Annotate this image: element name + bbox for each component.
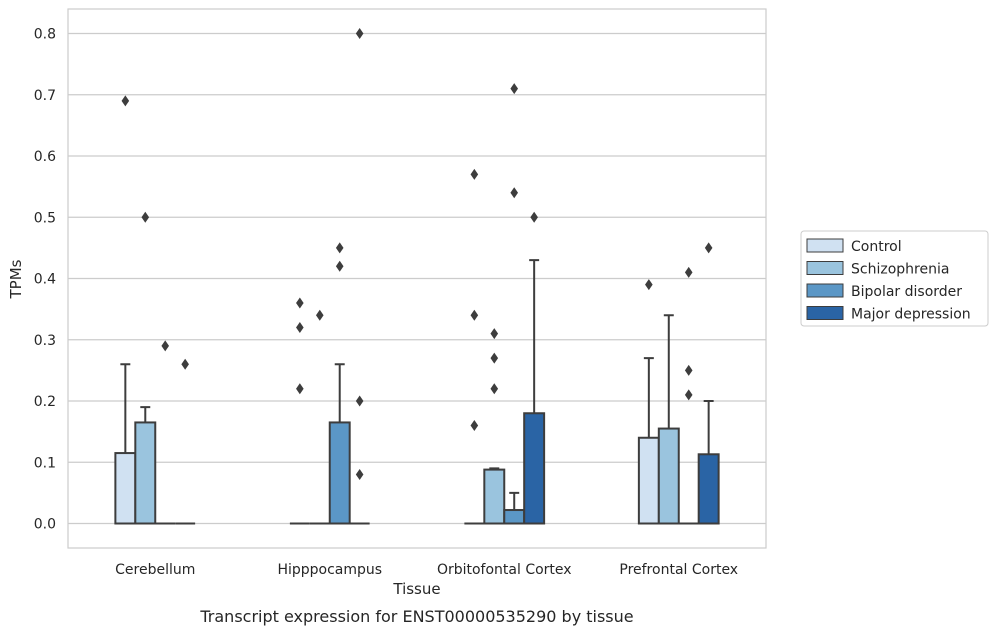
y-tick-label: 0.5 xyxy=(34,210,56,226)
outlier-point xyxy=(530,211,538,223)
y-tick-labels: 0.0 0.1 0.2 0.3 0.4 0.5 0.6 0.7 0.8 xyxy=(34,27,56,533)
x-tick-label: Prefrontal Cortex xyxy=(619,562,738,578)
outlier-point xyxy=(315,309,324,321)
x-tick-labels: Cerebellum Hipppocampus Orbitofontal Corte… xyxy=(115,562,738,578)
legend-swatch xyxy=(806,238,844,253)
y-tick-label: 0.0 xyxy=(34,517,56,533)
outlier-point xyxy=(490,383,499,395)
legend-label: Schizophrenia xyxy=(851,262,949,278)
outlier-point xyxy=(470,168,479,180)
outlier-point xyxy=(684,389,693,401)
outlier-point xyxy=(181,358,189,370)
outlier-point xyxy=(490,328,499,340)
chart-caption: Transcript expression for ENST0000053529… xyxy=(199,607,633,626)
plot-frame xyxy=(67,8,767,549)
y-tick-label: 0.6 xyxy=(34,149,56,165)
legend-swatch xyxy=(806,283,844,298)
box xyxy=(523,412,546,525)
outlier-point xyxy=(704,242,713,254)
outlier-point xyxy=(684,364,693,376)
outlier-point xyxy=(355,469,364,480)
outlier-point xyxy=(684,266,693,278)
y-tick-label: 0.7 xyxy=(34,88,56,104)
plot-marks xyxy=(114,28,720,525)
outlier-point xyxy=(296,322,304,333)
outlier-point xyxy=(296,297,304,309)
legend-swatch xyxy=(806,306,844,320)
outlier-point xyxy=(141,211,150,223)
outlier-point xyxy=(490,352,499,364)
gridlines xyxy=(68,32,766,525)
legend-swatch xyxy=(806,261,844,275)
x-axis-label: Tissue xyxy=(392,580,440,598)
box xyxy=(328,421,351,525)
y-tick-label: 0.8 xyxy=(34,27,56,43)
legend-label: Bipolar disorder xyxy=(851,284,962,300)
outlier-point xyxy=(470,309,479,321)
outlier-point xyxy=(355,395,364,407)
outlier-point xyxy=(121,95,130,107)
x-tick-label: Orbitofontal Cortex xyxy=(437,562,572,578)
legend-label: Major depression xyxy=(851,307,971,323)
legend-label: Control xyxy=(851,239,902,255)
y-tick-label: 0.4 xyxy=(34,272,56,288)
box xyxy=(114,452,137,525)
outlier-point xyxy=(335,260,344,272)
legend: Control Schizophrenia Bipolar disorder Majo… xyxy=(800,230,989,327)
outlier-point xyxy=(645,279,653,291)
legend-frame xyxy=(800,230,989,327)
box xyxy=(657,427,680,525)
y-tick-label: 0.3 xyxy=(34,333,56,349)
outlier-point xyxy=(470,420,479,431)
box xyxy=(697,453,720,525)
box xyxy=(134,421,157,525)
outlier-point xyxy=(161,340,170,352)
outlier-point xyxy=(510,187,519,199)
outlier-point xyxy=(335,242,344,254)
y-tick-label: 0.2 xyxy=(34,394,56,410)
y-axis-label: TPMs xyxy=(7,259,25,299)
outlier-point xyxy=(296,383,304,395)
y-tick-label: 0.1 xyxy=(34,455,56,471)
box xyxy=(483,468,506,525)
box xyxy=(637,436,660,525)
x-tick-label: Cerebellum xyxy=(115,562,195,578)
outlier-point xyxy=(355,28,364,39)
x-tick-label: Hipppocampus xyxy=(277,562,382,578)
outlier-point xyxy=(510,83,519,95)
box xyxy=(503,509,526,525)
